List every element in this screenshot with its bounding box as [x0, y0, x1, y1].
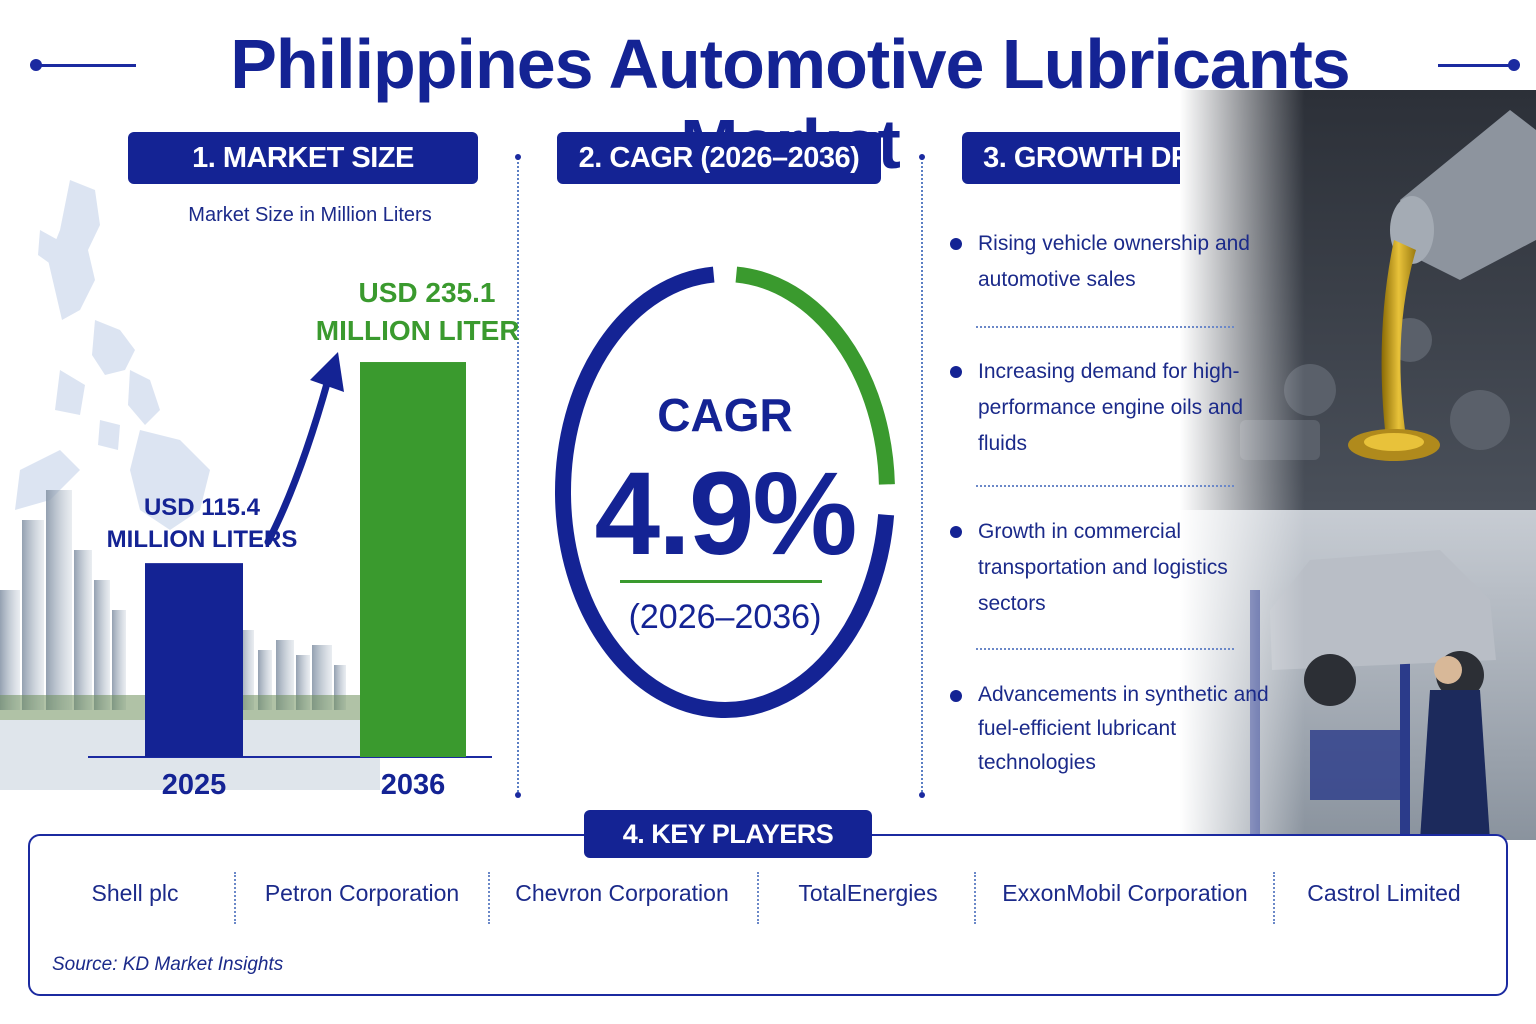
bar-2036 [360, 362, 466, 757]
bullet-icon [950, 690, 962, 702]
section-market-size: 1. MARKET SIZE [128, 132, 478, 184]
cagr-period: (2026–2036) [628, 598, 822, 636]
divider-right [921, 158, 923, 796]
market-size-bar-chart: 2025 USD 115.4 MILLION LITERS 2036 USD 235.1… [88, 277, 520, 801]
cagr-label: CAGR [657, 389, 793, 441]
driver-separator [976, 485, 1234, 487]
data-label: USD 115.4 [144, 494, 261, 521]
section-cagr: 2. CAGR (2026–2036) [557, 132, 881, 184]
source-note: Source: KD Market Insights [52, 954, 284, 975]
section-key-players: 4. KEY PLAYERS [584, 810, 872, 858]
key-player: Castrol Limited [1307, 880, 1461, 906]
key-player: TotalEnergies [798, 880, 938, 906]
divider-left [517, 158, 519, 796]
bullet-icon [950, 526, 962, 538]
key-player: Shell plc [91, 880, 179, 906]
key-player: Chevron Corporation [515, 880, 729, 906]
data-label: USD 235.1 [359, 277, 496, 308]
cagr-underline [620, 580, 822, 583]
title-dot-right [1508, 59, 1520, 71]
player-divider [234, 872, 236, 924]
player-divider [488, 872, 490, 924]
growth-driver-text: Advancements in synthetic and fuel-effic… [978, 683, 1269, 774]
divider-dot [515, 154, 521, 160]
player-divider [1273, 872, 1275, 924]
growth-arrow-icon [264, 376, 332, 546]
key-player: ExxonMobil Corporation [1002, 880, 1248, 906]
driver-separator [976, 326, 1234, 328]
growth-driver-text: Growth in commercial transportation and … [978, 520, 1228, 615]
key-player: Petron Corporation [264, 880, 460, 906]
cagr-ring-accent-arc [735, 266, 895, 485]
x-tick-label: 2025 [162, 769, 227, 801]
divider-dot [919, 792, 925, 798]
engine-oil-garage-illustration [1180, 90, 1536, 840]
driver-separator [976, 648, 1234, 650]
bar-2025 [145, 563, 243, 757]
growth-arrowhead-icon [310, 352, 344, 392]
chart-subtitle: Market Size in Million Liters [188, 204, 432, 226]
bullet-icon [950, 366, 962, 378]
x-tick-label: 2036 [381, 769, 446, 801]
cagr-value: 4.9% [594, 448, 858, 580]
player-divider [757, 872, 759, 924]
divider-dot [919, 154, 925, 160]
cagr-ring-primary-arc [555, 266, 895, 718]
bullet-icon [950, 238, 962, 250]
key-players-box [28, 834, 1508, 996]
divider-dot [515, 792, 521, 798]
title-line-right [1438, 64, 1516, 67]
cagr-ring [555, 266, 895, 718]
title-line-left [36, 64, 136, 67]
philippines-map-illustration [15, 180, 210, 530]
data-label: MILLION LITERS [316, 315, 520, 346]
growth-driver-text: Rising vehicle ownership and automotive … [978, 232, 1250, 291]
player-divider [974, 872, 976, 924]
growth-driver-text: Increasing demand for high-performance e… [978, 360, 1244, 455]
